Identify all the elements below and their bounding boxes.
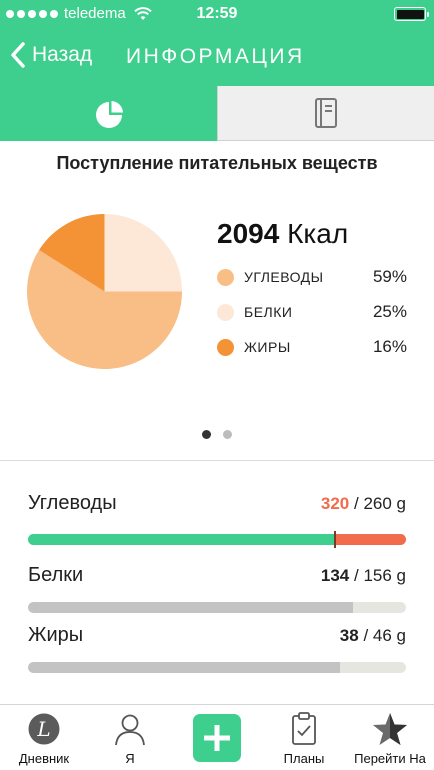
legend-label: ЖИРЫ (244, 339, 291, 355)
progress-fill-goal (28, 534, 335, 545)
calories-value: 2094 (217, 218, 280, 249)
legend-carbs: УГЛЕВОДЫ 59% (217, 265, 407, 289)
wifi-icon (134, 6, 152, 20)
legend-percent: 25% (372, 302, 407, 321)
profile-icon (115, 714, 145, 746)
clipboard-icon (292, 712, 316, 745)
nutrient-current: 320 (320, 494, 350, 513)
view-tabs (0, 86, 434, 141)
status-bar: teledema 12:59 (0, 0, 434, 28)
add-button[interactable] (193, 714, 241, 762)
page-dot-1[interactable] (202, 430, 211, 439)
tab-diary[interactable] (217, 86, 434, 141)
tab-diary-nav[interactable]: L Дневник (2, 705, 86, 770)
status-left: teledema (6, 5, 152, 22)
page-dot-2[interactable] (223, 430, 232, 439)
pie-chart-icon (95, 100, 123, 128)
nutrients-title: Поступление питательных веществ (56, 153, 378, 173)
progress-fill-over (335, 534, 406, 545)
fat-progress-bar (28, 662, 406, 673)
bottom-tab-bar: L Дневник Я Планы (0, 704, 434, 770)
fat-swatch (217, 338, 234, 356)
nutrient-fat: Жиры 38 / 46 g (28, 624, 406, 673)
notebook-icon (315, 98, 337, 128)
legend-label: УГЛЕВОДЫ (244, 269, 324, 285)
protein-progress-bar (28, 602, 406, 613)
back-button[interactable]: Назад (10, 42, 92, 68)
pie-slice-жиры (39, 214, 105, 292)
nutrient-goal: / 46 g (363, 626, 406, 645)
nutrient-value: 320 / 260 g (321, 494, 406, 514)
progress-fill (28, 602, 353, 613)
carbs-progress-bar (28, 534, 406, 545)
nutrient-protein: Белки 134 / 156 g (28, 564, 406, 613)
nutrient-name: Жиры (28, 624, 84, 646)
tab-label: Я (125, 751, 135, 766)
nutrient-goal: / 260 g (354, 494, 406, 513)
pie-slice-углеводы (27, 249, 182, 369)
nutrient-value: 38 / 46 g (340, 626, 406, 646)
legend-label: БЕЛКИ (244, 304, 293, 320)
plus-icon (204, 725, 230, 751)
star-icon (373, 713, 407, 745)
nutrient-goal: / 156 g (354, 566, 406, 585)
pie-slice-белки (104, 214, 182, 292)
diary-icon: L (28, 713, 60, 745)
tab-label: Планы (283, 751, 325, 766)
nutrient-current: 38 (339, 626, 359, 645)
legend-protein: БЕЛКИ 25% (217, 300, 407, 324)
svg-text:L: L (36, 717, 50, 741)
page-indicator (0, 430, 434, 439)
status-time: 12:59 (196, 5, 238, 22)
calories-unit: Ккал (287, 218, 349, 249)
page-title: ИНФОРМАЦИЯ (126, 45, 305, 68)
tab-plans-nav[interactable]: Планы (264, 705, 344, 770)
tab-chart[interactable] (0, 86, 217, 141)
carrier-name: teledema (64, 5, 126, 22)
chevron-left-icon (11, 42, 25, 68)
protein-swatch (217, 303, 234, 321)
back-label: Назад (32, 43, 93, 66)
legend-percent: 59% (372, 267, 407, 286)
tab-goto-nav[interactable]: Перейти На (346, 705, 434, 770)
battery-icon (394, 7, 429, 21)
carbs-swatch (217, 268, 234, 286)
tab-label: Дневник (18, 751, 70, 766)
goal-marker (334, 531, 336, 548)
progress-fill (28, 662, 340, 673)
nutrient-name: Белки (28, 564, 84, 586)
legend-percent: 16% (372, 337, 407, 356)
legend-fat: ЖИРЫ 16% (217, 335, 407, 359)
navigation-bar: Назад ИНФОРМАЦИЯ (0, 28, 434, 86)
nutrient-name: Углеводы (28, 492, 117, 514)
nutrient-current: 134 (320, 566, 350, 585)
divider (0, 460, 434, 461)
macro-pie-chart (27, 214, 182, 369)
tab-profile-nav[interactable]: Я (88, 705, 172, 770)
tab-label: Перейти На (354, 751, 426, 766)
nutrient-value: 134 / 156 g (321, 566, 406, 586)
calories-total: 2094 Ккал (217, 218, 348, 250)
signal-icon (6, 9, 58, 18)
nutrient-carbs: Углеводы 320 / 260 g (28, 492, 406, 548)
